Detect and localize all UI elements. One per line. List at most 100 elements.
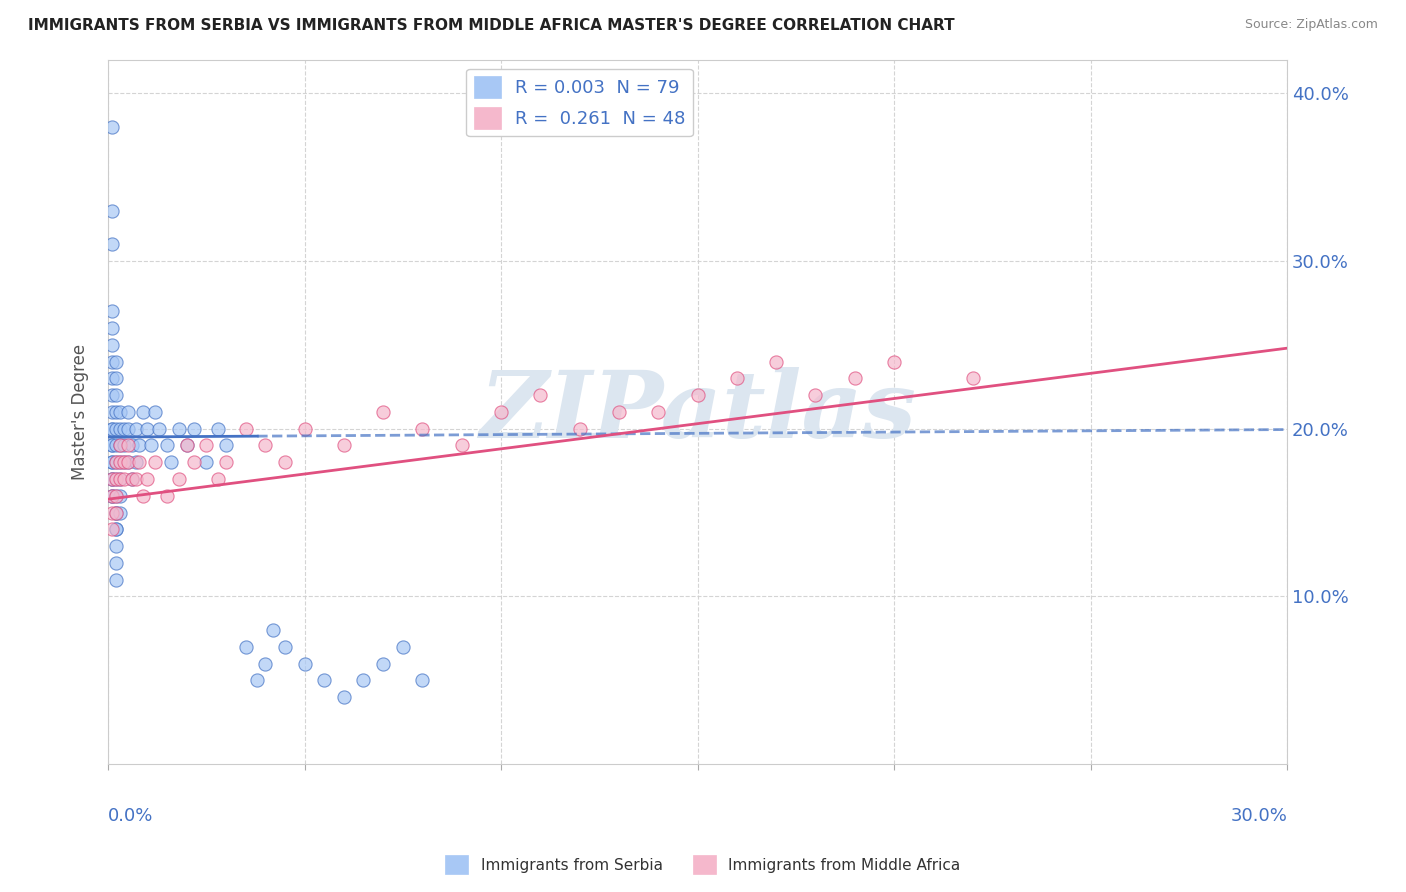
Point: [411, 422, 433, 436]
Point: [167, 472, 190, 486]
Point: [143, 455, 166, 469]
Point: [274, 455, 297, 469]
Point: [108, 489, 131, 503]
Point: [108, 472, 131, 486]
Point: [156, 438, 179, 452]
Point: [294, 422, 316, 436]
Point: [117, 438, 139, 452]
Point: [765, 354, 787, 368]
Point: [104, 455, 127, 469]
Point: [294, 657, 316, 671]
Point: [725, 371, 748, 385]
Point: [101, 371, 124, 385]
Point: [128, 438, 150, 452]
Point: [108, 506, 131, 520]
Point: [104, 506, 127, 520]
Point: [101, 203, 124, 218]
Point: [160, 455, 183, 469]
Point: [112, 472, 135, 486]
Point: [101, 338, 124, 352]
Text: 0.0%: 0.0%: [108, 806, 153, 824]
Point: [568, 422, 591, 436]
Point: [112, 438, 135, 452]
Point: [195, 438, 218, 452]
Point: [371, 657, 394, 671]
Point: [104, 489, 127, 503]
Point: [104, 472, 127, 486]
Point: [101, 438, 124, 452]
Point: [117, 455, 139, 469]
Point: [101, 489, 124, 503]
Point: [607, 405, 630, 419]
Point: [104, 556, 127, 570]
Point: [411, 673, 433, 688]
Point: [101, 489, 124, 503]
Point: [104, 455, 127, 469]
Point: [262, 623, 284, 637]
Point: [104, 506, 127, 520]
Point: [104, 405, 127, 419]
Point: [962, 371, 984, 385]
Point: [101, 405, 124, 419]
Point: [143, 405, 166, 419]
Point: [246, 673, 269, 688]
Point: [104, 573, 127, 587]
Point: [207, 422, 229, 436]
Point: [101, 321, 124, 335]
Point: [124, 455, 146, 469]
Point: [844, 371, 866, 385]
Point: [104, 539, 127, 553]
Point: [235, 640, 257, 654]
Point: [132, 489, 155, 503]
Point: [167, 422, 190, 436]
Point: [101, 120, 124, 134]
Point: [108, 455, 131, 469]
Point: [104, 388, 127, 402]
Point: [104, 371, 127, 385]
Point: [121, 472, 143, 486]
Point: [489, 405, 512, 419]
Point: [371, 405, 394, 419]
Point: [104, 438, 127, 452]
Point: [108, 438, 131, 452]
Text: Source: ZipAtlas.com: Source: ZipAtlas.com: [1244, 18, 1378, 31]
Point: [101, 422, 124, 436]
Point: [333, 690, 356, 705]
Text: IMMIGRANTS FROM SERBIA VS IMMIGRANTS FROM MIDDLE AFRICA MASTER'S DEGREE CORRELAT: IMMIGRANTS FROM SERBIA VS IMMIGRANTS FRO…: [28, 18, 955, 33]
Point: [128, 455, 150, 469]
Point: [136, 422, 159, 436]
Point: [101, 489, 124, 503]
Point: [101, 506, 124, 520]
Point: [108, 422, 131, 436]
Point: [101, 472, 124, 486]
Point: [112, 455, 135, 469]
Point: [647, 405, 669, 419]
Point: [883, 354, 905, 368]
Point: [108, 438, 131, 452]
Point: [101, 438, 124, 452]
Point: [156, 489, 179, 503]
Point: [132, 405, 155, 419]
Point: [529, 388, 551, 402]
Point: [391, 640, 413, 654]
Point: [104, 522, 127, 536]
Point: [104, 506, 127, 520]
Point: [176, 438, 198, 452]
Point: [235, 422, 257, 436]
Legend: Immigrants from Serbia, Immigrants from Middle Africa: Immigrants from Serbia, Immigrants from …: [439, 849, 967, 880]
Point: [254, 657, 277, 671]
Y-axis label: Master's Degree: Master's Degree: [72, 344, 89, 480]
Point: [121, 438, 143, 452]
Point: [104, 489, 127, 503]
Point: [314, 673, 336, 688]
Point: [104, 422, 127, 436]
Point: [117, 455, 139, 469]
Point: [274, 640, 297, 654]
Legend: R = 0.003  N = 79, R =  0.261  N = 48: R = 0.003 N = 79, R = 0.261 N = 48: [467, 69, 693, 136]
Point: [141, 438, 163, 452]
Point: [101, 422, 124, 436]
Point: [104, 472, 127, 486]
Text: ZIPatlas: ZIPatlas: [479, 367, 917, 457]
Text: 30.0%: 30.0%: [1230, 806, 1286, 824]
Point: [112, 455, 135, 469]
